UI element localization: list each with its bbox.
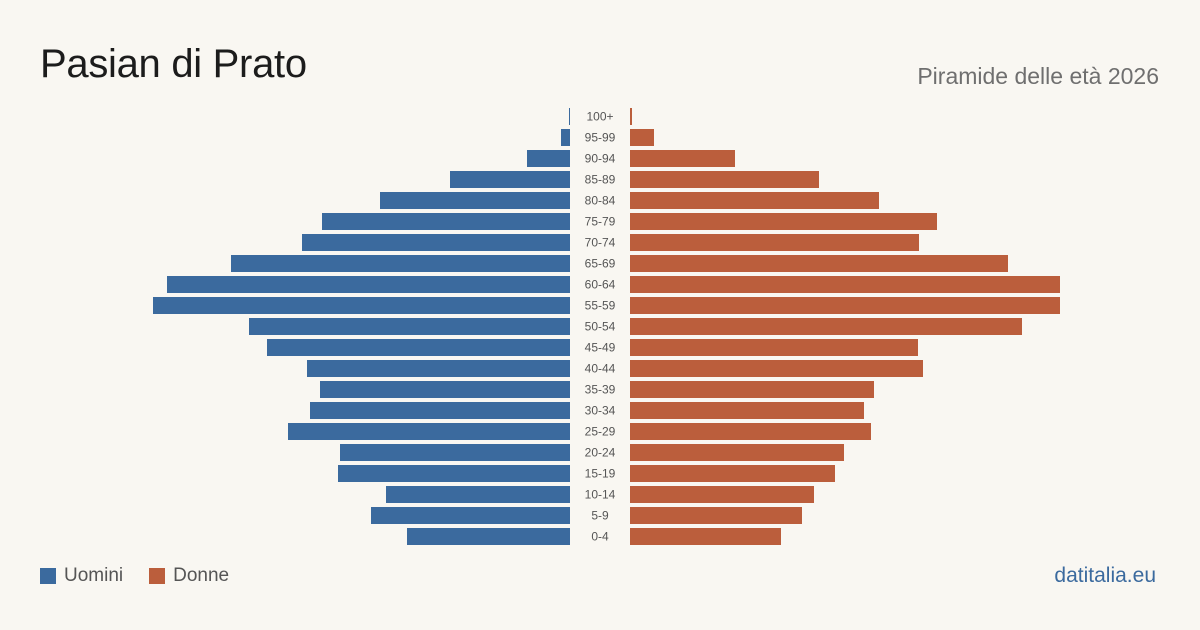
bar-men-55-59: [153, 297, 570, 314]
bar-women-70-74: [630, 234, 919, 251]
bar-women-55-59: [630, 297, 1060, 314]
bar-men-5-9: [371, 507, 570, 524]
chart-subtitle: Piramide delle età 2026: [917, 63, 1159, 89]
bar-women-65-69: [630, 255, 1008, 272]
legend-label-men: Uomini: [64, 565, 124, 586]
legend-item-men: Uomini: [40, 565, 123, 587]
bar-women-100+: [630, 108, 632, 125]
bar-men-0-4: [407, 528, 570, 545]
age-label-55-59: 55-59: [585, 299, 616, 313]
legend-swatch-men: [40, 568, 56, 584]
bar-women-35-39: [630, 381, 874, 398]
bar-men-35-39: [320, 381, 570, 398]
age-label-45-49: 45-49: [585, 341, 616, 355]
age-label-90-94: 90-94: [585, 152, 616, 166]
bar-women-30-34: [630, 402, 864, 419]
age-label-35-39: 35-39: [585, 383, 616, 397]
age-label-5-9: 5-9: [591, 509, 609, 523]
bar-women-95-99: [630, 129, 654, 146]
bar-women-60-64: [630, 276, 1060, 293]
age-label-0-4: 0-4: [591, 530, 609, 544]
age-label-25-29: 25-29: [585, 425, 616, 439]
bar-men-95-99: [561, 129, 570, 146]
legend: Uomini Donne: [40, 565, 255, 587]
bar-men-45-49: [267, 339, 570, 356]
bar-men-65-69: [231, 255, 570, 272]
bar-men-10-14: [386, 486, 570, 503]
bar-men-40-44: [307, 360, 570, 377]
bar-men-75-79: [322, 213, 570, 230]
age-label-75-79: 75-79: [585, 215, 616, 229]
bar-women-40-44: [630, 360, 923, 377]
age-label-70-74: 70-74: [585, 236, 616, 250]
age-label-15-19: 15-19: [585, 467, 616, 481]
bar-men-90-94: [527, 150, 570, 167]
bar-men-80-84: [380, 192, 570, 209]
brand-link[interactable]: datitalia.eu: [1054, 564, 1156, 587]
age-label-60-64: 60-64: [585, 278, 616, 292]
bar-women-0-4: [630, 528, 781, 545]
bar-women-15-19: [630, 465, 835, 482]
age-label-80-84: 80-84: [585, 194, 616, 208]
bar-women-50-54: [630, 318, 1022, 335]
bar-women-10-14: [630, 486, 814, 503]
bar-women-90-94: [630, 150, 735, 167]
bar-men-50-54: [249, 318, 570, 335]
legend-label-women: Donne: [173, 565, 230, 586]
age-label-50-54: 50-54: [585, 320, 616, 334]
bar-women-75-79: [630, 213, 937, 230]
age-label-95-99: 95-99: [585, 131, 616, 145]
bar-women-45-49: [630, 339, 918, 356]
bar-men-100+: [569, 108, 570, 125]
bar-men-70-74: [302, 234, 570, 251]
bar-men-25-29: [288, 423, 570, 440]
age-label-85-89: 85-89: [585, 173, 616, 187]
bar-women-80-84: [630, 192, 879, 209]
legend-swatch-women: [149, 568, 166, 584]
chart-title: Pasian di Prato: [40, 42, 307, 86]
bar-men-85-89: [450, 171, 570, 188]
bar-men-15-19: [338, 465, 570, 482]
bar-men-30-34: [310, 402, 570, 419]
bar-men-20-24: [340, 444, 570, 461]
bar-women-25-29: [630, 423, 871, 440]
bar-men-60-64: [167, 276, 570, 293]
bar-women-85-89: [630, 171, 819, 188]
age-label-100+: 100+: [586, 110, 613, 124]
bar-women-5-9: [630, 507, 802, 524]
age-label-10-14: 10-14: [585, 488, 616, 502]
age-label-65-69: 65-69: [585, 257, 616, 271]
age-label-40-44: 40-44: [585, 362, 616, 376]
legend-item-women: Donne: [149, 565, 229, 587]
age-label-20-24: 20-24: [585, 446, 616, 460]
bar-women-20-24: [630, 444, 844, 461]
age-label-30-34: 30-34: [585, 404, 616, 418]
